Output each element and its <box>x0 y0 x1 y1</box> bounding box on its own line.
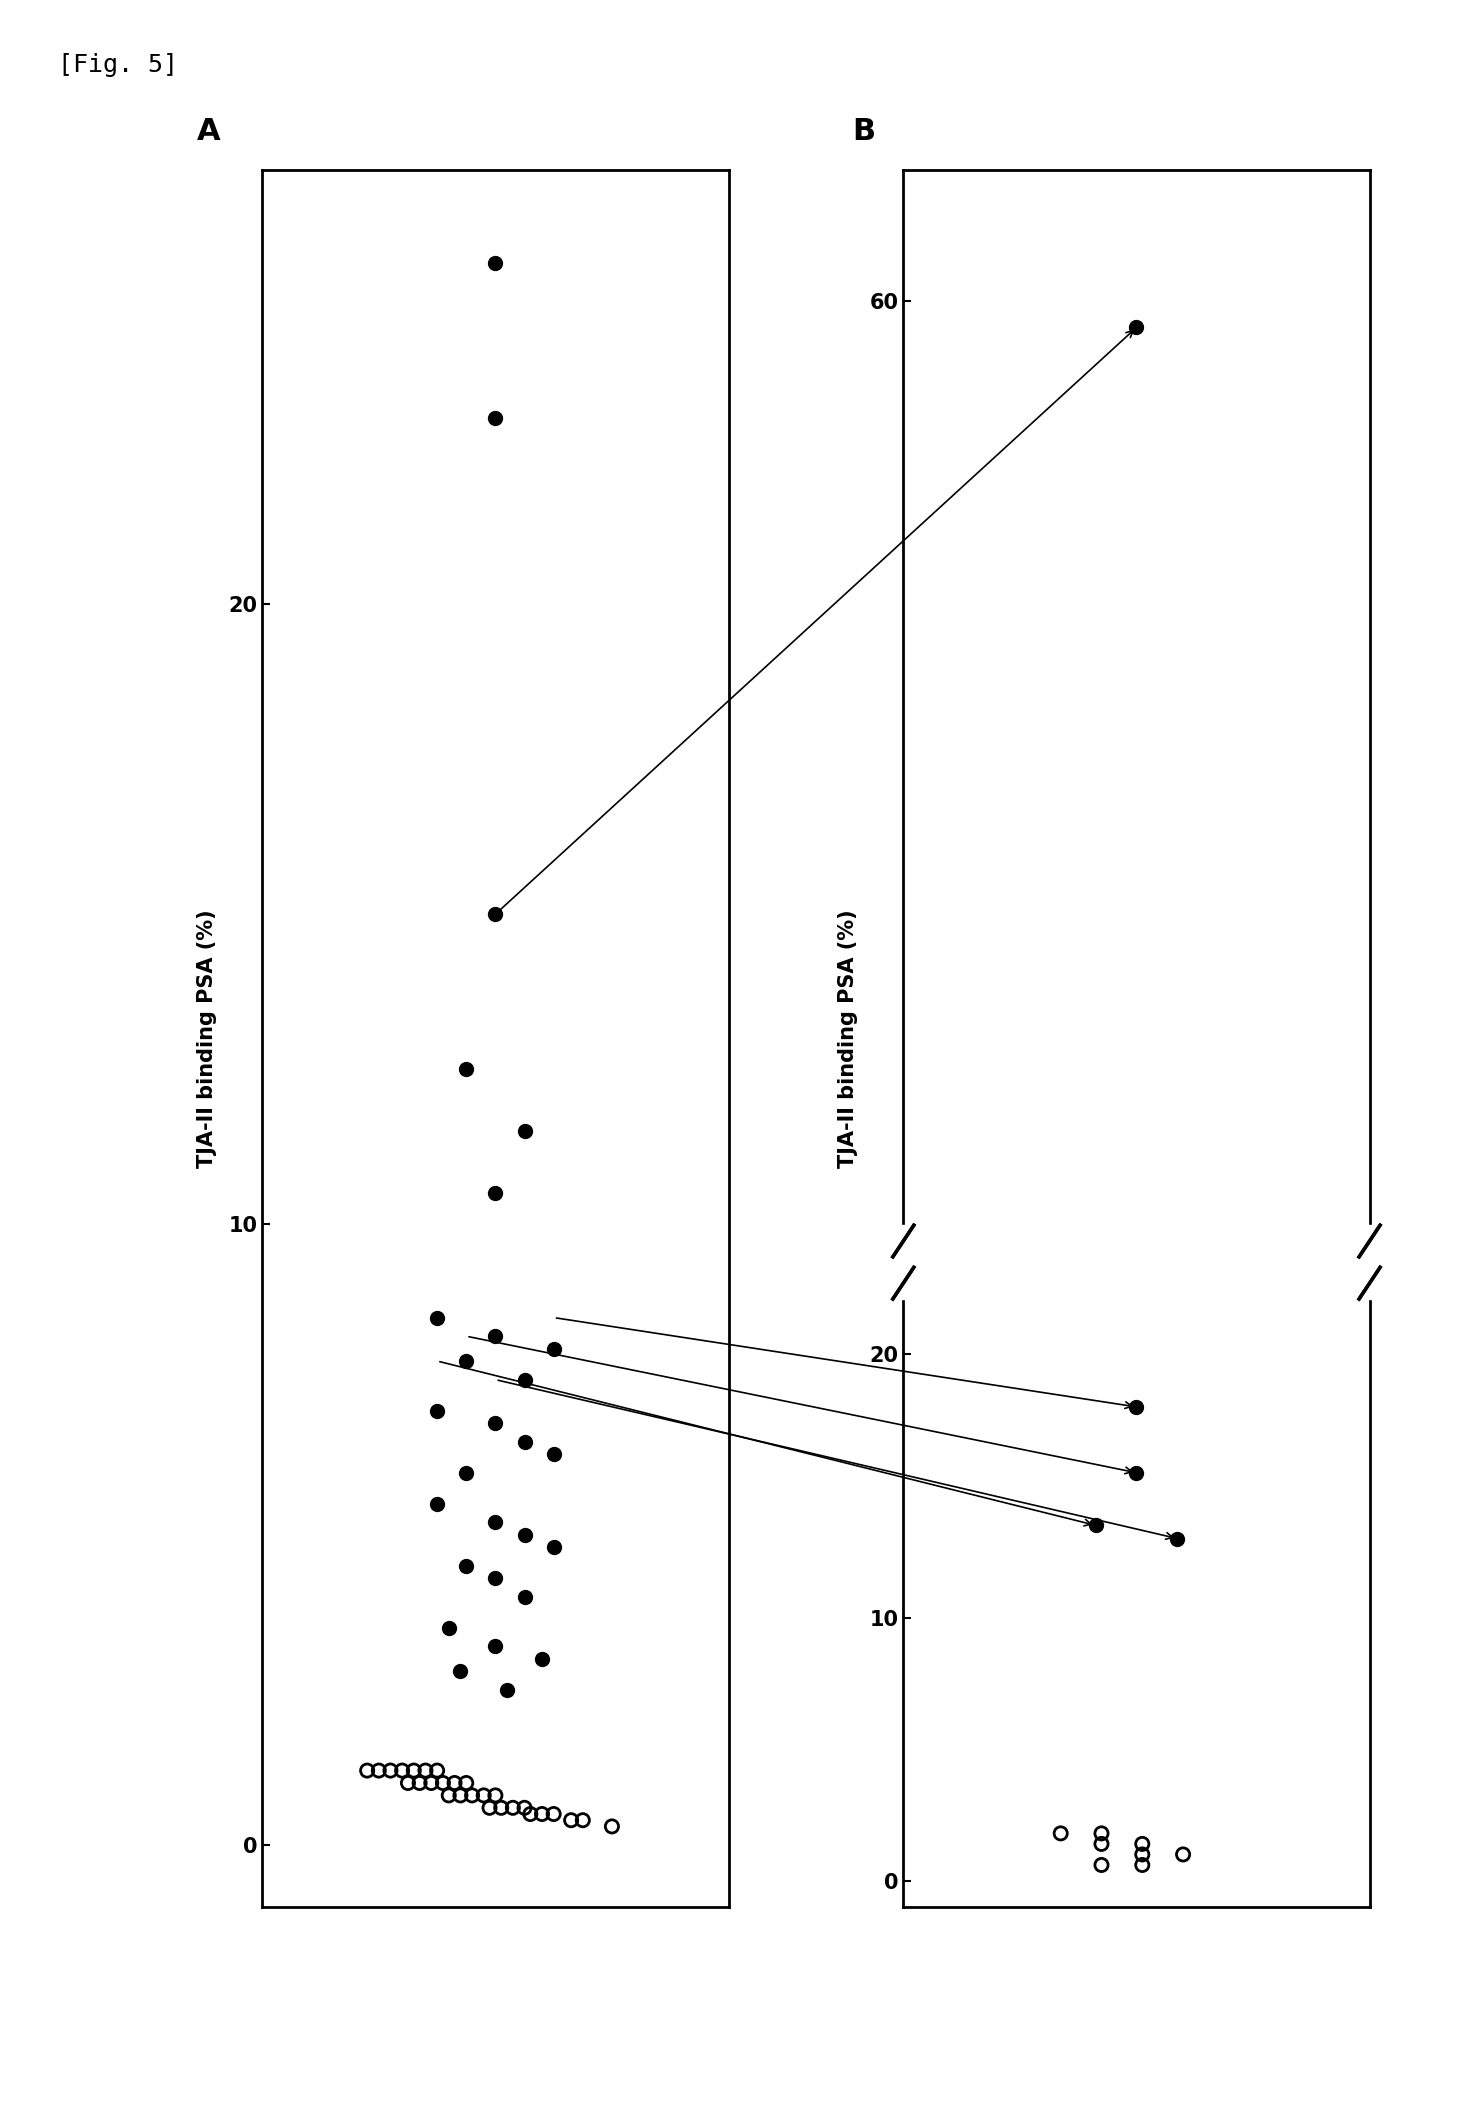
Point <box>356 1755 379 1788</box>
Point <box>379 1755 402 1788</box>
Point <box>420 1765 443 1799</box>
Point <box>513 1363 536 1396</box>
Point <box>1090 1848 1113 1882</box>
Point <box>425 1755 449 1788</box>
Point <box>425 1488 449 1521</box>
Point <box>449 1655 472 1689</box>
Point <box>542 1437 565 1471</box>
Point <box>484 246 507 280</box>
Bar <box>1356 1225 1383 1299</box>
Text: A: A <box>197 117 220 146</box>
Point <box>559 1803 583 1837</box>
Point <box>425 1301 449 1335</box>
Point <box>513 1115 536 1148</box>
Point <box>513 1581 536 1615</box>
Point <box>495 1674 519 1708</box>
Point <box>513 1791 536 1824</box>
Point <box>513 1424 536 1458</box>
Point <box>484 400 507 434</box>
Point <box>530 1797 554 1831</box>
Point <box>437 1778 460 1812</box>
Point <box>460 1778 484 1812</box>
Point <box>542 1331 565 1365</box>
Point <box>455 1549 478 1583</box>
Point <box>490 1791 513 1824</box>
Point <box>1125 1390 1148 1424</box>
Text: [Fig. 5]: [Fig. 5] <box>58 53 178 76</box>
Point <box>396 1765 420 1799</box>
Point <box>1166 1521 1189 1555</box>
Point <box>455 1765 478 1799</box>
Point <box>1131 1848 1154 1882</box>
Point <box>443 1765 466 1799</box>
Point <box>484 1504 507 1538</box>
Point <box>571 1803 594 1837</box>
Point <box>402 1755 425 1788</box>
Point <box>542 1797 565 1831</box>
Point <box>425 1394 449 1428</box>
Point <box>449 1778 472 1812</box>
Point <box>455 1456 478 1490</box>
Point <box>478 1791 501 1824</box>
Point <box>390 1755 414 1788</box>
Point <box>1171 1837 1195 1871</box>
Point <box>519 1797 542 1831</box>
Point <box>484 1320 507 1354</box>
Point <box>437 1610 460 1644</box>
Point <box>414 1755 437 1788</box>
Point <box>367 1755 390 1788</box>
Point <box>501 1791 525 1824</box>
Point <box>1125 1456 1148 1490</box>
Point <box>513 1517 536 1551</box>
Point <box>1090 1816 1113 1850</box>
Y-axis label: TJA-II binding PSA (%): TJA-II binding PSA (%) <box>197 909 217 1168</box>
Point <box>600 1810 624 1844</box>
Text: B: B <box>852 117 876 146</box>
Point <box>408 1765 431 1799</box>
Point <box>1125 311 1148 345</box>
Y-axis label: TJA-II binding PSA (%): TJA-II binding PSA (%) <box>838 909 858 1168</box>
Bar <box>890 1225 916 1299</box>
Point <box>484 1176 507 1210</box>
Point <box>1084 1509 1107 1543</box>
Point <box>1131 1827 1154 1860</box>
Point <box>484 1407 507 1441</box>
Point <box>1131 1837 1154 1871</box>
Point <box>455 1053 478 1087</box>
Point <box>484 1630 507 1663</box>
Point <box>484 1562 507 1596</box>
Point <box>484 896 507 930</box>
Point <box>1090 1827 1113 1860</box>
Point <box>530 1642 554 1676</box>
Point <box>1049 1816 1072 1850</box>
Point <box>542 1530 565 1564</box>
Point <box>455 1343 478 1377</box>
Point <box>472 1778 495 1812</box>
Point <box>431 1765 455 1799</box>
Point <box>484 1778 507 1812</box>
